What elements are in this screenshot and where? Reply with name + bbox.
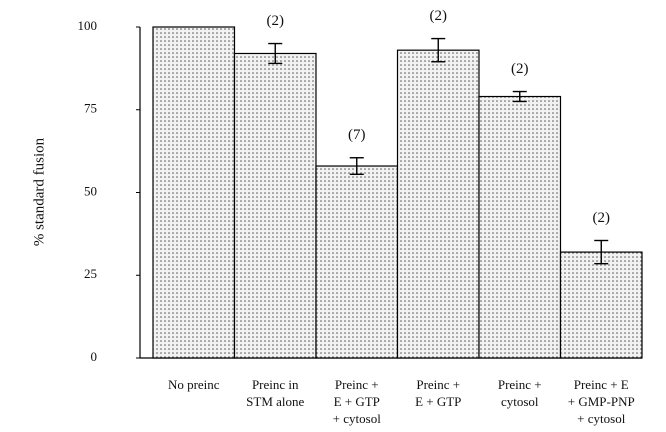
x-tick-label: Preinc + <box>335 377 379 392</box>
x-tick-label: E + GTP <box>415 394 461 409</box>
bar <box>478 95 562 359</box>
bar <box>152 26 236 359</box>
bar <box>233 52 317 359</box>
y-tick-label: 0 <box>91 349 98 364</box>
x-tick-label: Preinc + <box>498 377 542 392</box>
error-bar <box>594 239 609 265</box>
bar <box>559 251 643 359</box>
x-tick-label: + cytosol <box>577 411 626 426</box>
annotation: (7) <box>348 127 366 143</box>
annotation: (2) <box>593 210 611 226</box>
x-tick-label: No preinc <box>168 377 220 392</box>
x-tick-label: E + GTP <box>334 394 380 409</box>
bar <box>315 165 399 359</box>
x-tick-label: Preinc + <box>416 377 460 392</box>
error-bar <box>268 42 283 65</box>
x-tick-label: Preinc + E <box>574 377 629 392</box>
y-tick-label: 75 <box>84 101 97 116</box>
annotation: (2) <box>511 61 529 77</box>
annotation: (2) <box>430 8 448 24</box>
y-tick-label: 100 <box>78 18 98 33</box>
bar <box>396 49 480 359</box>
error-bar <box>349 157 364 175</box>
x-tick-label: Preinc in <box>252 377 299 392</box>
annotation: (2) <box>267 13 285 29</box>
error-bar <box>431 37 446 63</box>
error-bar <box>512 90 527 103</box>
y-axis-label: % standard fusion <box>31 137 47 246</box>
x-tick-label: cytosol <box>501 394 539 409</box>
x-tick-label: + GMP-PNP <box>568 394 635 409</box>
y-tick-label: 25 <box>84 266 97 281</box>
x-tick-label: + cytosol <box>333 411 382 426</box>
y-tick-label: 50 <box>84 183 97 198</box>
x-tick-label: STM alone <box>246 394 304 409</box>
